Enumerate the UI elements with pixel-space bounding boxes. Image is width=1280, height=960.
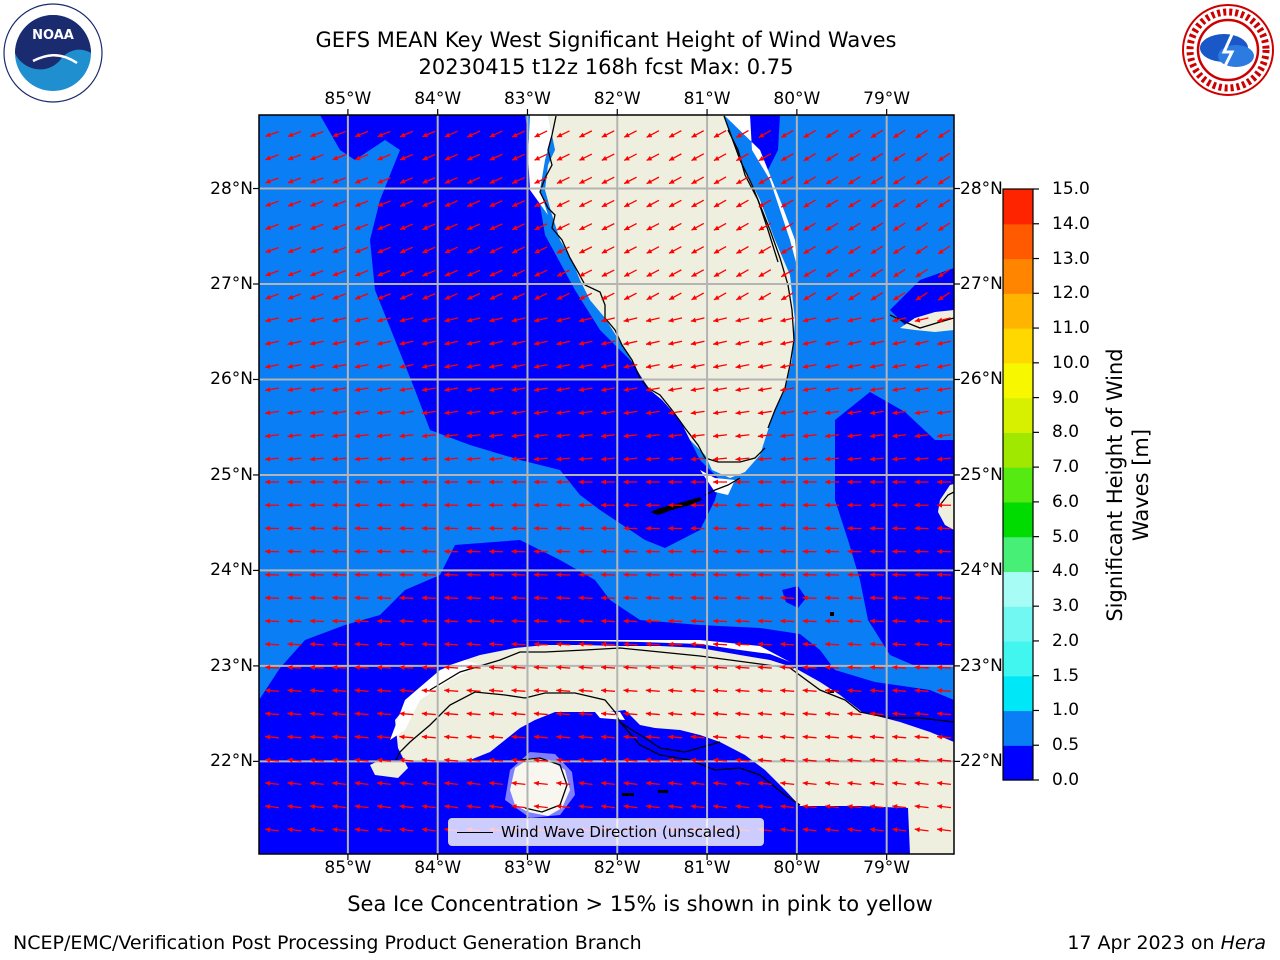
- colorbar-tick-label: 10.0: [1052, 352, 1090, 373]
- lon-label-bottom: 84°W: [414, 858, 462, 878]
- colorbar-tick-label: 5.0: [1052, 526, 1080, 547]
- lat-label-left: 23°N: [210, 655, 253, 676]
- colorbar-tick-label: 12.0: [1052, 283, 1090, 304]
- lon-label-bottom: 83°W: [503, 858, 551, 878]
- map-title-line2: 20230415 t12z 168h fcst Max: 0.75: [418, 55, 794, 79]
- colorbar-segment: [1003, 467, 1033, 503]
- lon-label-top: 82°W: [593, 89, 641, 109]
- lat-label-right: 27°N: [960, 273, 1003, 294]
- map-legend: Wind Wave Direction (unscaled): [448, 818, 764, 846]
- lon-label-bottom: 85°W: [324, 858, 372, 878]
- lon-label-top: 80°W: [773, 89, 821, 109]
- colorbar-segment: [1003, 745, 1033, 781]
- colorbar-tick-label: 2.0: [1052, 630, 1080, 651]
- colorbar-segment: [1003, 293, 1033, 329]
- footer-date-text: 17 Apr 2023 on: [1067, 932, 1221, 954]
- colorbar-segment: [1003, 258, 1033, 294]
- colorbar-tick-label: 0.5: [1052, 735, 1080, 756]
- sea-ice-note: Sea Ice Concentration > 15% is shown in …: [347, 892, 933, 916]
- nws-logo: [1181, 3, 1275, 97]
- lon-label-top: 79°W: [863, 89, 911, 109]
- lat-label-right: 23°N: [960, 655, 1003, 676]
- coastlines: [394, 115, 954, 813]
- lat-label-left: 24°N: [210, 560, 253, 581]
- lon-label-bottom: 81°W: [683, 858, 731, 878]
- colorbar-tick-label: 14.0: [1052, 213, 1090, 234]
- lat-label-left: 22°N: [210, 751, 253, 772]
- lon-label-bottom: 79°W: [863, 858, 911, 878]
- colorbar-segment: [1003, 606, 1033, 642]
- colorbar-tick-label: 15.0: [1052, 179, 1090, 199]
- map-title-line1: GEFS MEAN Key West Significant Height of…: [315, 28, 897, 52]
- colorbar-tick-label: 7.0: [1052, 457, 1080, 478]
- lon-label-top: 83°W: [503, 89, 551, 109]
- lat-label-left: 27°N: [210, 273, 253, 294]
- colorbar-tick-label: 6.0: [1052, 491, 1080, 512]
- lat-label-right: 24°N: [960, 560, 1003, 581]
- lat-label-right: 28°N: [960, 178, 1003, 199]
- colorbar-tick-label: 13.0: [1052, 248, 1090, 269]
- colorbar: [1002, 188, 1039, 781]
- colorbar-tick-label: 1.0: [1052, 700, 1080, 721]
- noaa-logo: NOAA: [3, 3, 103, 103]
- colorbar-segment: [1003, 397, 1033, 433]
- colorbar-tick-label: 3.0: [1052, 596, 1080, 617]
- colorbar-segment: [1003, 189, 1033, 225]
- wind-direction-arrows: [264, 129, 952, 833]
- lon-label-top: 85°W: [324, 89, 372, 109]
- colorbar-segment: [1003, 362, 1033, 399]
- colorbar-segment: [1003, 328, 1033, 364]
- colorbar-tick-label: 9.0: [1052, 387, 1080, 408]
- colorbar-label-line2: Waves [m]: [1129, 428, 1153, 542]
- lon-label-bottom: 80°W: [773, 858, 821, 878]
- colorbar-segment: [1003, 640, 1033, 677]
- colorbar-segment: [1003, 223, 1033, 260]
- colorbar-segment: [1003, 536, 1033, 573]
- colorbar-segment: [1003, 710, 1033, 746]
- lat-label-left: 25°N: [210, 464, 253, 485]
- lon-label-top: 81°W: [683, 89, 731, 109]
- colorbar-segment: [1003, 675, 1033, 712]
- colorbar-tick-label: 8.0: [1052, 422, 1080, 443]
- colorbar-segment: [1003, 571, 1033, 607]
- colorbar-segment: [1003, 432, 1033, 468]
- map-frame: [258, 114, 955, 855]
- colorbar-segment: [1003, 501, 1033, 538]
- footer-date: 17 Apr 2023 on Hera: [1067, 932, 1266, 954]
- lon-label-top: 84°W: [414, 89, 462, 109]
- colorbar-tick-label: 0.0: [1052, 770, 1080, 790]
- lon-label-bottom: 82°W: [593, 858, 641, 878]
- legend-line-sample: [457, 832, 493, 833]
- footer-host: Hera: [1220, 932, 1266, 954]
- lat-label-left: 26°N: [210, 369, 253, 390]
- colorbar-tick-label: 1.5: [1052, 665, 1080, 686]
- lat-label-left: 28°N: [210, 178, 253, 199]
- svg-text:NOAA: NOAA: [32, 28, 74, 43]
- colorbar-label-line1: Significant Height of Wind: [1103, 348, 1127, 622]
- legend-label: Wind Wave Direction (unscaled): [501, 823, 741, 841]
- colorbar-tick-label: 4.0: [1052, 561, 1080, 582]
- colorbar-tick-label: 11.0: [1052, 318, 1090, 339]
- lat-label-right: 26°N: [960, 369, 1003, 390]
- lat-label-right: 25°N: [960, 464, 1003, 485]
- lat-label-right: 22°N: [960, 751, 1003, 772]
- footer-branch: NCEP/EMC/Verification Post Processing Pr…: [13, 932, 642, 954]
